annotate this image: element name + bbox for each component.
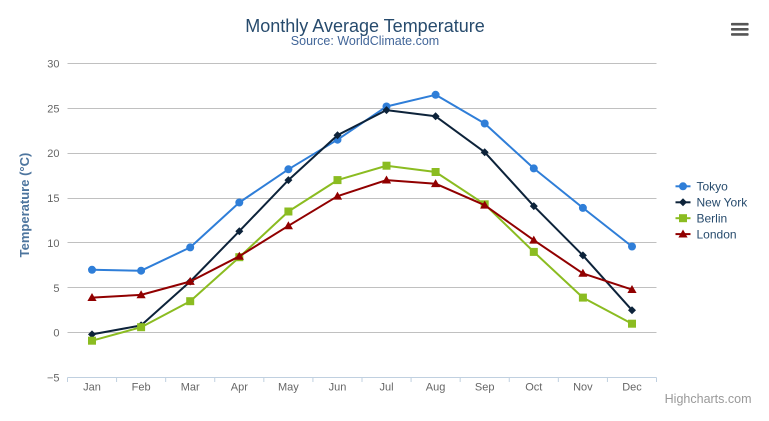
svg-text:Tokyo: Tokyo xyxy=(697,180,729,194)
svg-text:London: London xyxy=(697,227,737,241)
svg-text:Jan: Jan xyxy=(83,382,101,394)
svg-text:New York: New York xyxy=(697,196,749,210)
svg-text:Jun: Jun xyxy=(329,382,347,394)
svg-text:May: May xyxy=(278,382,299,394)
svg-text:−5: −5 xyxy=(47,373,60,385)
svg-text:Sep: Sep xyxy=(475,382,495,394)
svg-text:Oct: Oct xyxy=(525,382,542,394)
svg-text:Temperature (°C): Temperature (°C) xyxy=(17,153,32,258)
svg-text:30: 30 xyxy=(47,58,59,70)
svg-text:0: 0 xyxy=(53,328,59,340)
svg-text:10: 10 xyxy=(47,238,59,250)
svg-text:Jul: Jul xyxy=(379,382,393,394)
svg-text:5: 5 xyxy=(53,283,59,295)
svg-text:Feb: Feb xyxy=(132,382,151,394)
svg-text:Dec: Dec xyxy=(622,382,642,394)
svg-text:Source: WorldClimate.com: Source: WorldClimate.com xyxy=(291,34,439,48)
svg-text:20: 20 xyxy=(47,148,59,160)
svg-text:Highcharts.com: Highcharts.com xyxy=(665,392,752,406)
svg-text:Aug: Aug xyxy=(426,382,446,394)
svg-text:Monthly Average Temperature: Monthly Average Temperature xyxy=(245,16,484,36)
svg-text:Mar: Mar xyxy=(181,382,200,394)
svg-text:Nov: Nov xyxy=(573,382,593,394)
svg-text:Berlin: Berlin xyxy=(697,211,728,225)
svg-text:25: 25 xyxy=(47,103,59,115)
svg-text:15: 15 xyxy=(47,193,59,205)
svg-text:Apr: Apr xyxy=(231,382,248,394)
